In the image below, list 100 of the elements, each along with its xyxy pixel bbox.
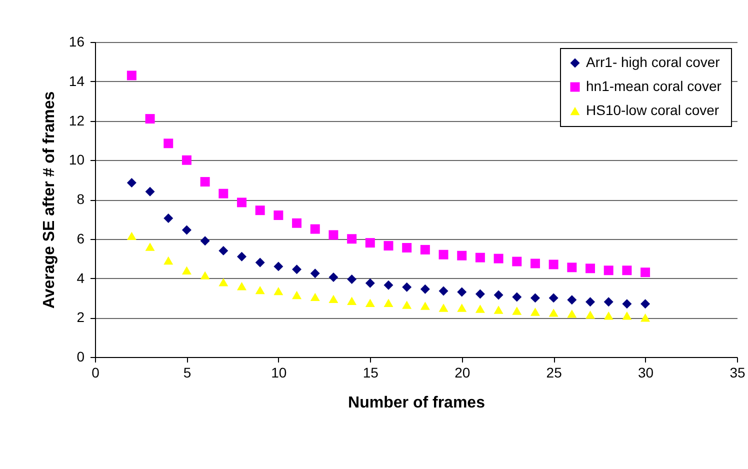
y-tick-label: 12 [68,112,85,128]
point [530,308,540,316]
point [622,299,632,309]
point [310,292,320,302]
point [420,244,430,254]
x-tick-label: 30 [638,364,654,380]
point [365,238,375,248]
point [420,302,430,310]
point [347,234,357,244]
x-tick-label: 25 [546,364,562,380]
point [237,252,246,262]
point [530,293,540,303]
point [164,256,174,265]
point [255,258,265,268]
point [640,268,650,278]
point [567,310,577,318]
point [604,312,614,320]
point [512,306,522,315]
x-tick-label: 5 [183,364,192,380]
point [218,188,228,198]
y-tick-label: 16 [68,34,85,50]
point [255,286,265,294]
point [438,286,448,296]
point [365,298,375,307]
point [494,306,504,314]
legend-label: Arr1- high coral cover [586,54,720,70]
point [126,178,136,188]
point [145,186,155,196]
x-tick-label: 35 [730,364,746,380]
point [494,254,504,264]
x-tick-label: 0 [92,364,100,380]
x-axis-title: Number of frames [348,394,486,412]
point [512,292,522,302]
point [384,280,394,290]
point [438,304,448,312]
point [512,256,522,266]
point [586,310,595,319]
point [604,297,614,307]
point [640,314,650,322]
point [237,282,246,290]
point [292,218,302,228]
point [310,224,320,234]
point [365,278,375,288]
x-tick-label: 15 [362,364,379,380]
point [640,299,650,309]
point [548,260,558,270]
y-tick-label: 8 [76,191,85,207]
y-tick-label: 2 [76,309,85,326]
point [292,264,302,274]
point [218,278,228,286]
y-axis-title: Average SE after # of frames [40,91,58,309]
point [182,155,192,165]
point [328,294,338,304]
point [200,177,210,187]
x-tick-label: 10 [271,364,287,380]
point [328,230,338,240]
y-tick-label: 14 [68,72,85,89]
point [567,262,577,272]
point [604,266,614,276]
point [420,284,430,294]
point [274,210,284,220]
point [145,242,155,251]
point [586,297,595,307]
point [347,274,357,284]
point [475,289,485,299]
point [622,266,632,276]
legend-label: hn1-mean coral cover [586,78,722,94]
y-tick-label: 4 [76,270,85,286]
y-tick-label: 0 [76,348,85,364]
point [145,114,155,124]
point [475,252,485,262]
x-tick-label: 20 [454,364,470,380]
point [384,241,394,251]
legend-label: HS10-low coral cover [586,102,720,118]
point [457,250,467,260]
point [567,295,577,305]
point [494,290,504,300]
point [200,271,210,280]
point [328,272,338,282]
point [292,290,302,300]
point [164,213,174,223]
point [237,198,246,208]
point [402,282,412,292]
point [126,232,136,240]
point [347,296,357,305]
point [457,287,467,297]
point [182,225,192,235]
point [548,308,558,317]
point [200,236,210,246]
point [457,304,467,312]
point [438,250,448,260]
point [164,138,174,148]
point [586,264,595,274]
point [274,286,284,296]
point [182,266,192,274]
point [622,312,632,320]
point [475,304,485,313]
point [218,246,228,256]
y-tick-label: 6 [76,230,85,246]
point [384,298,394,307]
